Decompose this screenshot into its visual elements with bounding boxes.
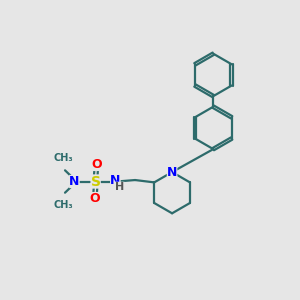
Text: N: N [167,166,177,178]
Text: H: H [115,182,124,192]
Text: CH₃: CH₃ [53,153,73,163]
Text: O: O [91,158,101,171]
Text: O: O [90,192,101,205]
Text: S: S [91,175,100,188]
Text: CH₃: CH₃ [53,200,73,210]
Text: N: N [69,175,80,188]
Text: N: N [110,174,121,187]
